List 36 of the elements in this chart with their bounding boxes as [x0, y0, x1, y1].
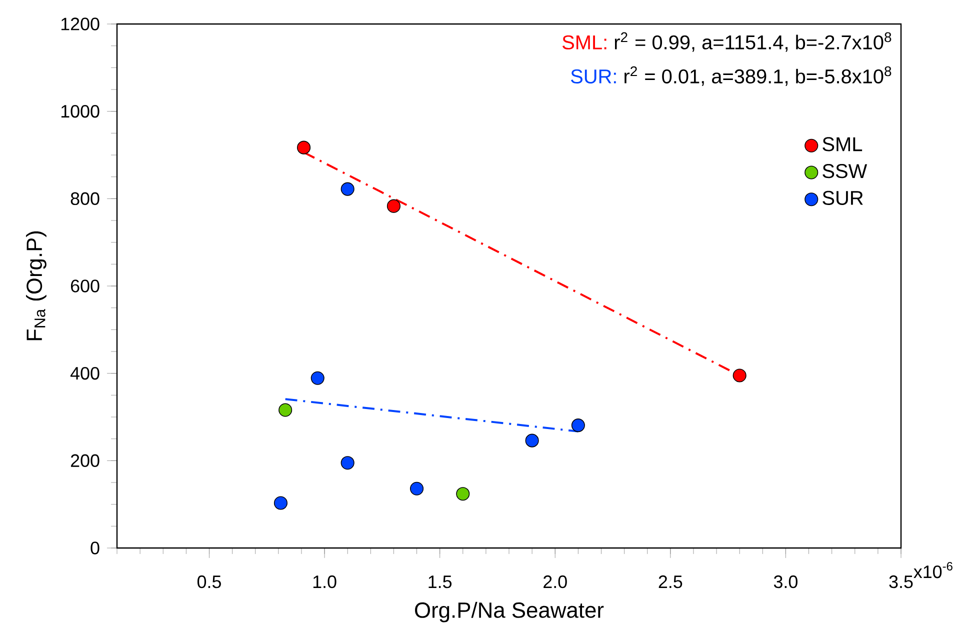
point: [456, 487, 470, 501]
annotation: SUR:: [571, 69, 616, 84]
point: [340, 456, 354, 470]
y-tick-label: 0: [90, 542, 100, 554]
x-tick-label: 2.0: [544, 575, 567, 588]
y-tick-label: 400: [70, 366, 100, 380]
text: x10$^{-6}$: [914, 562, 952, 578]
x-axis-title: Org.P/Na Seawater: [415, 602, 604, 622]
point: [410, 482, 424, 496]
annotation: r$^{2}$ = 0.01, a=389.1, b=-5.8x10$^{8}$: [624, 66, 892, 86]
point: [278, 403, 292, 417]
annotation: r$^{2}$ = 0.99, a=1151.4, b=-2.7x10$^{8}$: [614, 32, 892, 52]
y-tick-label: 1000: [61, 104, 100, 118]
x-tick-label: 3.5: [889, 575, 913, 588]
annotation: SML:: [562, 35, 606, 50]
point: [732, 368, 746, 382]
point: [525, 434, 539, 448]
legend-label: SUR: [822, 190, 863, 205]
x-tick-label: 0.5: [197, 575, 221, 588]
x-tick-label: 1.5: [428, 576, 452, 588]
point: [340, 182, 354, 196]
y-tick-label: 1200: [61, 18, 100, 30]
y-tick-label: 600: [70, 280, 100, 292]
y-axis-title: F$_{Na}$ (Org.P): [26, 231, 46, 340]
point: [571, 418, 585, 432]
x-tick-label: 2.5: [658, 575, 682, 588]
y-tick-label: 800: [70, 192, 100, 206]
y-tick-label: 200: [70, 454, 100, 468]
x-tick-label: 3.0: [774, 575, 798, 588]
point: [274, 496, 288, 510]
legend-label: SSW: [822, 164, 868, 178]
x-tick-label: 1.0: [313, 575, 336, 588]
point: [297, 140, 311, 154]
legend-label: SML: [822, 137, 862, 152]
point: [386, 199, 400, 213]
point: [310, 371, 324, 385]
